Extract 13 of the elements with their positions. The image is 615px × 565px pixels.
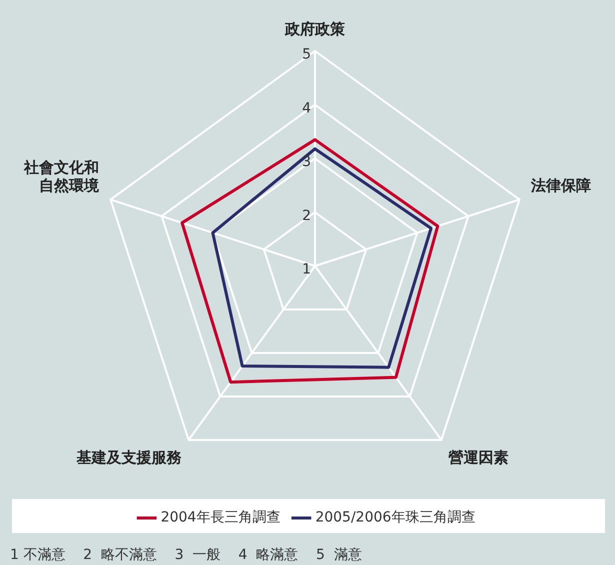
spoke-label: 政府政策	[284, 20, 346, 38]
y-tick-label: 1	[302, 262, 311, 278]
y-tick-label: 5	[302, 46, 311, 63]
legend-label: 2005/2006年珠三角調查	[315, 510, 476, 526]
y-tick-label: 4	[302, 100, 312, 116]
spoke-label: 營運因素	[448, 448, 508, 467]
spoke-label: 基建及支援服務	[76, 448, 183, 467]
spoke-label: 法律保障	[530, 176, 591, 195]
y-tick-label: 3	[302, 154, 311, 170]
text: 1 不滿意 2 略不滿意 3 一般 4 略滿意 5 滿意	[10, 547, 362, 563]
spoke-label: 社會文化和自然環境	[23, 158, 100, 195]
legend-label: 2004年長三角調查	[160, 510, 280, 526]
y-tick-label: 2	[302, 208, 311, 224]
